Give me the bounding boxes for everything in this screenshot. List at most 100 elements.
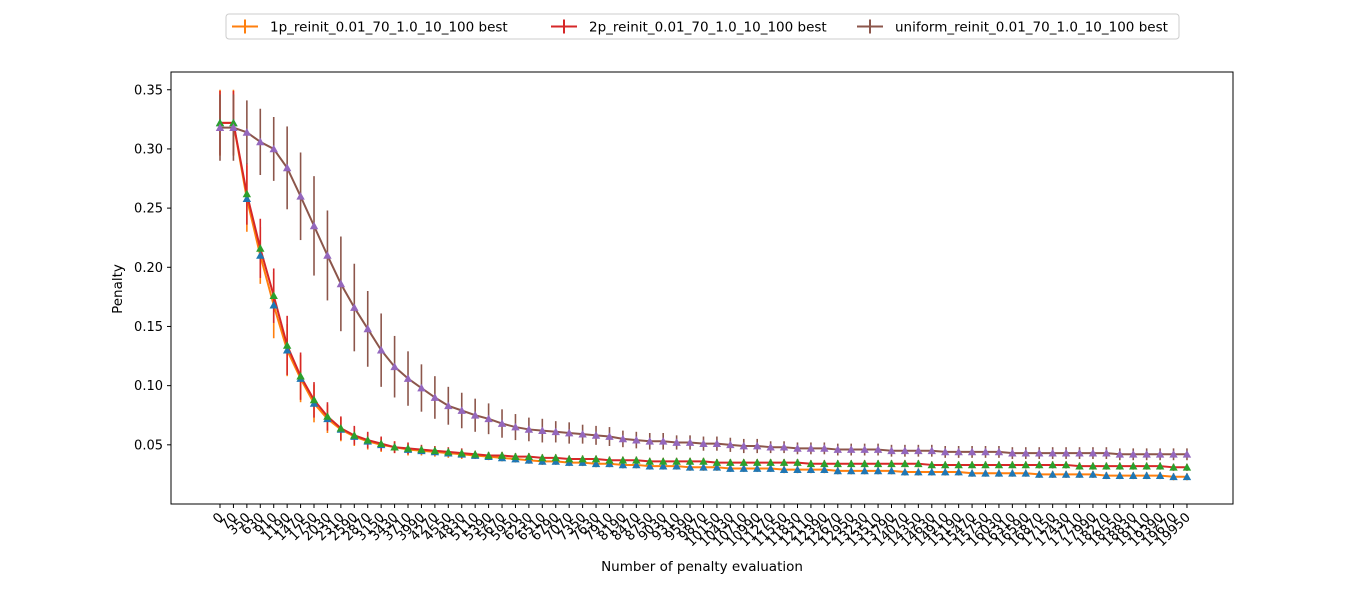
data-point bbox=[497, 451, 507, 459]
data-point bbox=[1048, 470, 1057, 478]
y-tick-label: 0.05 bbox=[134, 438, 163, 453]
data-point bbox=[256, 251, 265, 259]
data-point bbox=[1088, 470, 1098, 478]
data-point bbox=[806, 465, 816, 474]
data-point bbox=[242, 194, 252, 203]
data-point bbox=[363, 435, 372, 444]
y-tick-label: 0.35 bbox=[134, 83, 163, 98]
legend-entry-2: 2p_reinit_0.01_70_1.0_10_100 best bbox=[551, 19, 827, 36]
data-point bbox=[927, 467, 936, 476]
legend-entry-1: 1p_reinit_0.01_70_1.0_10_100 best bbox=[232, 19, 508, 36]
data-point bbox=[618, 456, 628, 464]
data-point bbox=[591, 431, 601, 439]
data-point bbox=[753, 458, 762, 466]
data-point bbox=[994, 460, 1004, 469]
data-point bbox=[1155, 471, 1165, 479]
data-point bbox=[833, 459, 842, 468]
legend-entry-3: uniform_reinit_0.01_70_1.0_10_100 best bbox=[857, 19, 1168, 36]
data-point bbox=[914, 446, 923, 455]
data-point bbox=[1115, 461, 1125, 470]
data-point bbox=[309, 395, 319, 404]
data-point bbox=[632, 460, 641, 469]
data-point bbox=[1048, 448, 1057, 457]
data-point bbox=[685, 457, 695, 465]
data-point bbox=[1155, 461, 1165, 470]
data-point bbox=[229, 123, 238, 131]
data-point bbox=[806, 459, 816, 468]
data-point bbox=[753, 464, 762, 472]
data-point bbox=[645, 437, 654, 445]
data-point bbox=[1182, 450, 1192, 458]
data-point bbox=[699, 457, 708, 465]
data-point bbox=[873, 466, 883, 475]
data-point bbox=[1129, 450, 1138, 458]
data-point bbox=[793, 465, 802, 474]
data-point bbox=[981, 460, 990, 469]
legend-label: 1p_reinit_0.01_70_1.0_10_100 best bbox=[270, 20, 508, 36]
data-point bbox=[753, 441, 762, 450]
data-point bbox=[1169, 450, 1178, 458]
data-point bbox=[1061, 460, 1071, 469]
data-point bbox=[860, 459, 869, 468]
data-point bbox=[954, 460, 963, 469]
y-axis-label: Penalty bbox=[110, 264, 126, 314]
data-point bbox=[860, 445, 869, 453]
data-point bbox=[685, 438, 695, 446]
data-point bbox=[564, 454, 574, 463]
data-point bbox=[860, 466, 869, 475]
data-point bbox=[873, 459, 883, 468]
data-point bbox=[941, 447, 950, 456]
series-3-markers bbox=[215, 123, 1192, 458]
data-point bbox=[900, 459, 910, 468]
y-tick-label: 0.30 bbox=[134, 142, 163, 157]
data-point bbox=[712, 439, 722, 447]
data-point bbox=[551, 427, 560, 436]
data-point bbox=[282, 163, 292, 172]
data-point bbox=[927, 446, 936, 455]
data-point bbox=[229, 118, 238, 127]
data-point bbox=[484, 414, 493, 423]
data-point bbox=[779, 465, 789, 474]
data-point bbox=[793, 458, 802, 466]
data-point bbox=[350, 431, 359, 439]
data-point bbox=[954, 447, 963, 456]
data-point bbox=[1142, 450, 1151, 458]
data-point bbox=[699, 439, 708, 447]
data-point bbox=[793, 444, 802, 452]
data-point bbox=[739, 458, 748, 466]
data-point bbox=[766, 464, 775, 472]
data-point bbox=[444, 401, 453, 410]
data-point bbox=[1102, 471, 1111, 479]
data-point bbox=[739, 441, 748, 450]
data-point bbox=[618, 434, 628, 443]
data-point bbox=[457, 406, 466, 414]
data-point bbox=[242, 189, 252, 198]
data-point bbox=[323, 412, 332, 420]
data-point bbox=[484, 451, 493, 459]
data-point bbox=[900, 446, 910, 455]
data-point bbox=[215, 118, 225, 127]
data-point bbox=[954, 467, 963, 476]
data-point bbox=[524, 452, 534, 461]
data-point bbox=[1008, 469, 1017, 477]
data-point bbox=[981, 447, 990, 456]
data-point bbox=[457, 448, 466, 457]
data-point bbox=[309, 221, 319, 230]
data-point bbox=[887, 466, 896, 475]
data-point bbox=[1169, 463, 1178, 471]
data-point bbox=[591, 459, 601, 468]
data-point bbox=[887, 446, 896, 455]
data-point bbox=[1115, 471, 1125, 479]
data-point bbox=[833, 445, 842, 453]
data-point bbox=[847, 445, 856, 453]
data-point bbox=[564, 428, 574, 437]
data-point bbox=[1115, 450, 1125, 458]
data-point bbox=[403, 374, 413, 382]
data-point bbox=[1035, 470, 1044, 478]
data-point bbox=[820, 465, 829, 474]
data-point bbox=[417, 383, 426, 392]
data-point bbox=[242, 128, 252, 136]
data-point bbox=[511, 422, 520, 431]
